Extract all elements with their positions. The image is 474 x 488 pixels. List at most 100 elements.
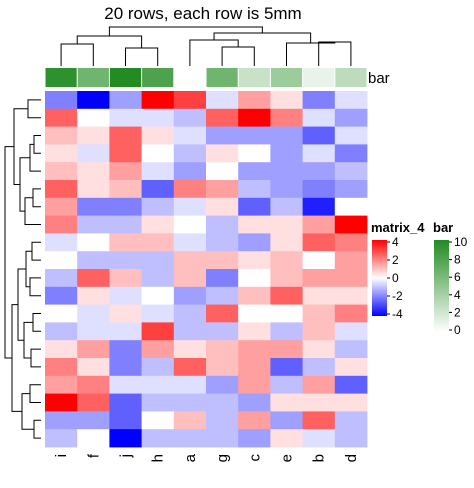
heatmap-cell xyxy=(77,91,110,110)
heatmap-cell xyxy=(77,304,110,323)
bar-annotation-cell xyxy=(206,68,238,87)
heatmap-cell xyxy=(334,180,368,199)
heatmap-cell xyxy=(270,91,303,110)
matrix-legend-ticks: 4 2 0 -2 -4 xyxy=(387,235,403,321)
heatmap-cell xyxy=(302,358,336,377)
heatmap-cell xyxy=(109,322,142,341)
bar-annotation-track xyxy=(45,68,367,87)
chart-title: 20 rows, each row is 5mm xyxy=(104,4,301,23)
heatmap-cell xyxy=(270,251,303,270)
heatmap-cell xyxy=(334,126,368,145)
heatmap-cell xyxy=(206,162,239,181)
heatmap-cell xyxy=(173,393,207,412)
heatmap-cell xyxy=(77,180,110,199)
heatmap-cell xyxy=(45,197,78,216)
heatmap-cell xyxy=(334,322,368,341)
heatmap-cell xyxy=(206,197,239,216)
heatmap-cell xyxy=(206,108,239,127)
heatmap-cell xyxy=(270,304,303,323)
heatmap-cell xyxy=(109,197,142,216)
heatmap-cell xyxy=(238,375,271,394)
bar-annotation-cell xyxy=(238,68,270,87)
heatmap-cell xyxy=(238,269,271,288)
heatmap-cell xyxy=(206,215,239,234)
column-label: f xyxy=(85,453,102,458)
heatmap-cell xyxy=(302,322,336,341)
dendrogram-branch xyxy=(21,393,34,430)
heatmap-cell xyxy=(334,197,368,216)
heatmap-cell xyxy=(45,375,78,394)
heatmap-cell xyxy=(45,144,78,163)
heatmap-cell xyxy=(238,411,271,430)
dendrogram-branch xyxy=(29,384,41,403)
heatmap-cell xyxy=(77,233,110,252)
dendrogram-branch xyxy=(33,419,41,439)
heatmap-cell xyxy=(45,358,78,377)
heatmap-cell xyxy=(173,251,207,270)
heatmap-cell xyxy=(109,126,142,145)
heatmap-cell xyxy=(141,144,175,163)
heatmap-cell xyxy=(141,304,175,323)
heatmap-cell xyxy=(77,393,110,412)
heatmap-cell xyxy=(77,162,110,181)
heatmap-cell xyxy=(238,180,271,199)
heatmap-cell xyxy=(77,215,110,234)
heatmap-cell xyxy=(270,197,303,216)
heatmap-cell xyxy=(173,144,207,163)
heatmap-cell xyxy=(141,286,175,305)
heatmap-cell xyxy=(238,91,271,110)
heatmap-cell xyxy=(238,162,271,181)
heatmap-cell xyxy=(173,429,207,448)
heatmap-cell xyxy=(141,126,175,145)
column-label: e xyxy=(279,454,296,462)
heatmap-cell xyxy=(77,144,110,163)
heatmap-cell xyxy=(270,340,303,359)
heatmap-cell xyxy=(238,340,271,359)
bar-annotation-cell xyxy=(142,68,174,87)
heatmap-cell xyxy=(109,180,142,199)
heatmap-cell xyxy=(302,375,336,394)
legend-tick-label: 6 xyxy=(454,270,461,284)
heatmap-cell xyxy=(77,340,110,359)
heatmap-cell xyxy=(238,108,271,127)
heatmap-cell xyxy=(206,304,239,323)
heatmap-cell xyxy=(109,358,142,377)
dendrogram-branch xyxy=(11,304,22,412)
heatmap-cell xyxy=(270,286,303,305)
heatmap-cell xyxy=(334,215,368,234)
heatmap-cell xyxy=(334,233,368,252)
bar-legend-title: bar xyxy=(433,220,453,235)
heatmap-cell xyxy=(238,126,271,145)
heatmap-cell xyxy=(206,91,239,110)
heatmap-cell xyxy=(173,375,207,394)
heatmap-cell xyxy=(173,269,207,288)
heatmap-cell xyxy=(302,233,336,252)
heatmap-cell xyxy=(45,251,78,270)
heatmap-cell xyxy=(141,91,175,110)
legend-tick-label: 8 xyxy=(454,253,461,267)
heatmap-cell xyxy=(334,375,368,394)
legend-tick-label: -2 xyxy=(392,289,403,303)
column-label: g xyxy=(214,454,231,462)
bar-annotation-cell xyxy=(109,68,142,87)
heatmap-cell xyxy=(334,358,368,377)
bar-annotation-cell xyxy=(335,68,367,87)
heatmap-cell xyxy=(45,393,78,412)
heatmap-cell xyxy=(141,340,175,359)
heatmap-cell xyxy=(45,269,78,288)
heatmap-cell xyxy=(270,215,303,234)
bar-legend-colorbar xyxy=(434,240,449,332)
heatmap-cell xyxy=(77,269,110,288)
heatmap-cell xyxy=(206,251,239,270)
dendrogram-branch xyxy=(32,188,41,208)
heatmap-cell xyxy=(334,162,368,181)
heatmap-cell xyxy=(334,269,368,288)
heatmap-cell xyxy=(77,286,110,305)
heatmap-cell xyxy=(238,304,271,323)
heatmap-cell xyxy=(270,180,303,199)
heatmap-cell xyxy=(77,375,110,394)
bar-legend-ticks: 10 8 6 4 2 0 xyxy=(449,235,468,337)
heatmap-cell xyxy=(109,411,142,430)
heatmap-cell xyxy=(77,358,110,377)
